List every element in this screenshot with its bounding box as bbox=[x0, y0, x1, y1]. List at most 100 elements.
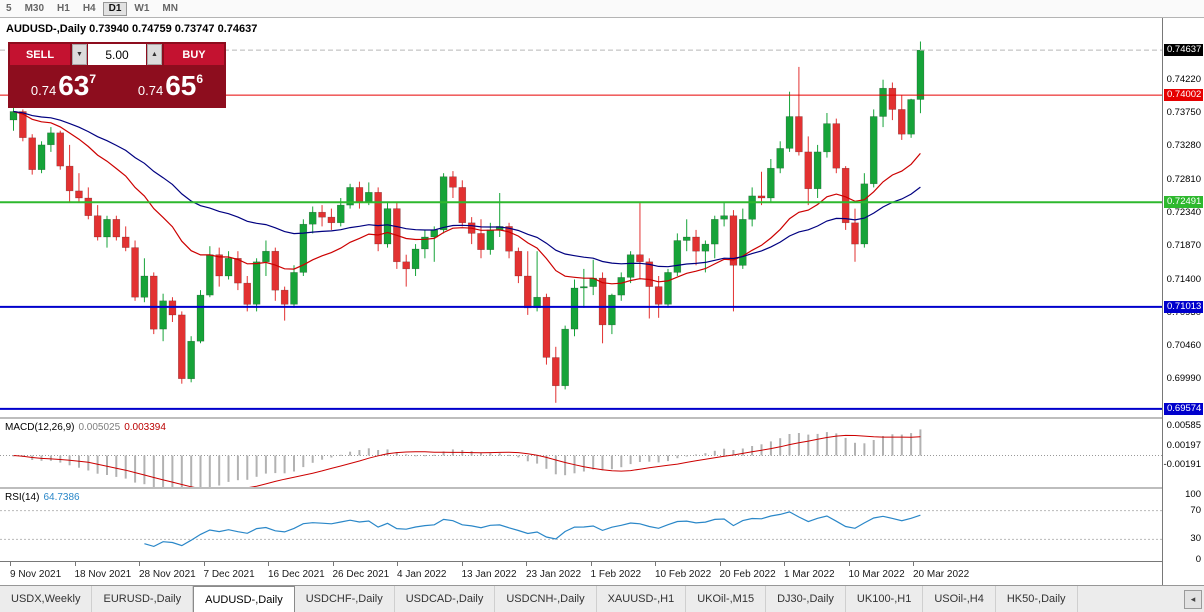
time-axis[interactable]: 9 Nov 2021 18 Nov 2021 28 Nov 2021 7 Dec 20… bbox=[0, 561, 1162, 585]
tab-audusd-daily[interactable]: AUDUSD-,Daily bbox=[193, 586, 295, 612]
date-label: 23 Jan 2022 bbox=[526, 569, 582, 580]
date-tick bbox=[203, 562, 205, 566]
candlestick-chart[interactable] bbox=[0, 18, 1162, 417]
price-level-label: 0.71013 bbox=[1164, 301, 1203, 313]
rsi-tick: 100 bbox=[1185, 489, 1201, 500]
tab-usdcad-daily[interactable]: USDCAD-,Daily bbox=[394, 586, 496, 612]
sell-price-pips: 63 bbox=[58, 69, 90, 101]
sell-button[interactable]: SELL bbox=[10, 44, 70, 65]
date-label: 13 Jan 2022 bbox=[461, 569, 517, 580]
macd-label: MACD(12,26,9) 0.005025 0.003394 bbox=[5, 422, 170, 433]
date-label: 20 Feb 2022 bbox=[719, 569, 776, 580]
date-label: 10 Feb 2022 bbox=[655, 569, 712, 580]
rsi-chart[interactable] bbox=[0, 489, 1162, 561]
tab-ukoil-m15[interactable]: UKOil-,M15 bbox=[686, 586, 767, 612]
volume-input[interactable]: 5.00 bbox=[88, 44, 146, 65]
tab-xauusd-h1[interactable]: XAUUSD-,H1 bbox=[596, 586, 687, 612]
rsi-value: 64.7386 bbox=[43, 492, 80, 503]
date-tick bbox=[397, 562, 398, 566]
price-tick: 0.72810 bbox=[1166, 174, 1201, 185]
rsi-tick: 0 bbox=[1195, 554, 1201, 565]
timeframe-button-mn[interactable]: MN bbox=[156, 2, 184, 16]
date-tick bbox=[526, 562, 527, 566]
date-label: 26 Dec 2021 bbox=[332, 569, 390, 580]
rsi-label: RSI(14) 64.7386 bbox=[5, 492, 84, 503]
price-tick: 0.69990 bbox=[1166, 373, 1201, 384]
date-label: 18 Nov 2021 bbox=[74, 569, 132, 580]
tab-usoil-h4[interactable]: USOil-,H4 bbox=[923, 586, 996, 612]
timeframe-button-m30[interactable]: M30 bbox=[19, 2, 50, 16]
tab-usdcnh-daily[interactable]: USDCNH-,Daily bbox=[495, 586, 597, 612]
rsi-tick: 70 bbox=[1190, 505, 1201, 516]
buy-button[interactable]: BUY bbox=[164, 44, 224, 65]
date-label: 4 Jan 2022 bbox=[397, 569, 447, 580]
date-label: 1 Feb 2022 bbox=[590, 569, 642, 580]
price-tick: 0.74220 bbox=[1166, 74, 1201, 85]
date-label: 9 Nov 2021 bbox=[10, 569, 62, 580]
price-tick: 0.72340 bbox=[1166, 207, 1201, 218]
macd-signal-value: 0.003394 bbox=[124, 422, 166, 433]
volume-decrease-icon[interactable]: ▼ bbox=[72, 44, 87, 65]
rsi-name: RSI(14) bbox=[5, 492, 40, 503]
price-level-label: 0.74002 bbox=[1164, 89, 1203, 101]
sell-price-pipette: 7 bbox=[89, 71, 97, 86]
date-label: 1 Mar 2022 bbox=[784, 569, 835, 580]
buy-price[interactable]: 0.74 65 6 bbox=[117, 65, 224, 106]
buy-price-base: 0.74 bbox=[137, 83, 164, 98]
timeframe-button-5[interactable]: 5 bbox=[0, 2, 18, 16]
tab-usdchf-daily[interactable]: USDCHF-,Daily bbox=[294, 586, 395, 612]
buy-price-pipette: 6 bbox=[196, 71, 204, 86]
tab-scroll-left-icon[interactable]: ◂ bbox=[1184, 590, 1202, 609]
buy-price-pips: 65 bbox=[165, 69, 197, 101]
date-label: 7 Dec 2021 bbox=[203, 569, 255, 580]
date-tick bbox=[139, 562, 140, 566]
macd-tick: -0.00191 bbox=[1163, 459, 1201, 470]
chart-area: AUDUSD-,Daily 0.73940 0.74759 0.73747 0.… bbox=[0, 18, 1204, 585]
date-tick bbox=[74, 562, 76, 566]
panel-divider-rsi[interactable] bbox=[0, 487, 1162, 489]
tab-eurusd-daily[interactable]: EURUSD-,Daily bbox=[92, 586, 194, 612]
sell-price-base: 0.74 bbox=[30, 83, 57, 98]
tab-hk50-daily[interactable]: HK50-,Daily bbox=[995, 586, 1078, 612]
macd-tick: 0.00585 bbox=[1166, 420, 1201, 431]
one-click-trade-panel: SELL ▼ 5.00 ▲ BUY 0.74 63 7 bbox=[8, 42, 226, 108]
date-tick bbox=[268, 562, 269, 566]
timeframe-button-d1[interactable]: D1 bbox=[102, 1, 128, 16]
date-tick bbox=[913, 562, 914, 566]
price-level-label: 0.69574 bbox=[1164, 403, 1203, 415]
price-tick: 0.70460 bbox=[1166, 340, 1201, 351]
rsi-panel[interactable]: RSI(14) 64.7386 bbox=[0, 489, 1162, 561]
tab-uk100-h1[interactable]: UK100-,H1 bbox=[845, 586, 924, 612]
main-chart-panel[interactable]: AUDUSD-,Daily 0.73940 0.74759 0.73747 0.… bbox=[0, 18, 1162, 417]
macd-name: MACD(12,26,9) bbox=[5, 422, 75, 433]
tab-usdx-weekly[interactable]: USDX,Weekly bbox=[0, 586, 93, 612]
price-tick: 0.71870 bbox=[1166, 240, 1201, 251]
date-tick bbox=[10, 562, 11, 566]
date-tick bbox=[590, 562, 592, 566]
volume-increase-icon[interactable]: ▲ bbox=[147, 44, 162, 65]
date-tick bbox=[655, 562, 656, 566]
date-tick bbox=[784, 562, 785, 566]
date-label: 20 Mar 2022 bbox=[913, 569, 970, 580]
tab-dj30-daily[interactable]: DJ30-,Daily bbox=[766, 586, 846, 612]
date-label: 28 Nov 2021 bbox=[139, 569, 196, 580]
panel-divider-macd[interactable] bbox=[0, 417, 1162, 419]
macd-panel[interactable]: MACD(12,26,9) 0.005025 0.003394 bbox=[0, 419, 1162, 487]
timeframe-button-w1[interactable]: W1 bbox=[128, 2, 155, 16]
timeframe-toolbar: 5 M30 H1 H4 D1 W1 MN bbox=[0, 0, 1204, 18]
volume-stepper: ▼ 5.00 ▲ bbox=[72, 44, 162, 65]
rsi-tick: 30 bbox=[1190, 533, 1201, 544]
price-tick: 0.73750 bbox=[1166, 107, 1201, 118]
macd-main-value: 0.005025 bbox=[78, 422, 121, 433]
date-label: 16 Dec 2021 bbox=[268, 569, 325, 580]
macd-chart[interactable] bbox=[0, 419, 1162, 487]
price-axis[interactable]: 0.74220 0.73750 0.73280 0.72810 0.72340 0.718… bbox=[1163, 18, 1204, 585]
price-level-label: 0.72491 bbox=[1164, 196, 1203, 208]
sell-price[interactable]: 0.74 63 7 bbox=[10, 65, 117, 106]
date-label: 10 Mar 2022 bbox=[848, 569, 905, 580]
timeframe-button-h1[interactable]: H1 bbox=[51, 2, 76, 16]
current-price-label: 0.74637 bbox=[1164, 44, 1203, 56]
timeframe-button-h4[interactable]: H4 bbox=[77, 2, 102, 16]
chart-plots: AUDUSD-,Daily 0.73940 0.74759 0.73747 0.… bbox=[0, 18, 1163, 585]
